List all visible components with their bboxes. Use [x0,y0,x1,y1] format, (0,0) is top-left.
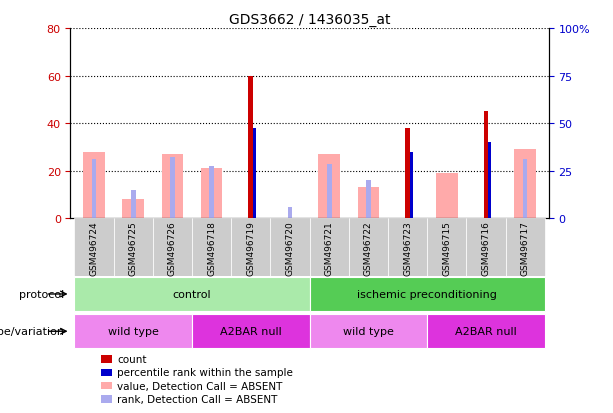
Bar [113,219,153,277]
Bar [287,207,292,219]
Text: GSM496715: GSM496715 [442,221,451,275]
Bar [231,219,270,277]
Text: GSM496718: GSM496718 [207,221,216,275]
Bar [310,278,545,311]
Text: GSM496724: GSM496724 [89,221,99,275]
Text: wild type: wild type [343,326,394,337]
Bar [170,157,175,219]
Text: genotype/variation: genotype/variation [0,326,64,337]
Text: GSM496726: GSM496726 [168,221,177,275]
Text: GSM496719: GSM496719 [246,221,255,275]
Text: GSM496723: GSM496723 [403,221,412,275]
Text: GSM496721: GSM496721 [325,221,333,275]
Bar [506,219,545,277]
Bar [162,155,183,219]
Text: rank, Detection Call = ABSENT: rank, Detection Call = ABSENT [117,394,278,404]
Text: ischemic preconditioning: ischemic preconditioning [357,289,497,299]
Text: percentile rank within the sample: percentile rank within the sample [117,368,293,377]
Bar [74,315,192,348]
Bar [427,315,545,348]
Text: count: count [117,354,147,364]
Bar [318,155,340,219]
Bar [410,152,413,219]
Bar [427,219,466,277]
Bar [153,219,192,277]
Bar [192,219,231,277]
Text: wild type: wild type [108,326,159,337]
Text: value, Detection Call = ABSENT: value, Detection Call = ABSENT [117,381,283,391]
Bar [523,159,527,219]
Bar [270,219,310,277]
Bar [83,152,105,219]
Text: protocol: protocol [19,289,64,299]
Text: GSM496725: GSM496725 [129,221,138,275]
Bar [366,181,371,219]
Text: control: control [173,289,211,299]
Text: GSM496720: GSM496720 [286,221,294,275]
Bar [74,278,310,311]
Text: A2BAR null: A2BAR null [455,326,517,337]
Bar [192,315,310,348]
Bar [131,190,135,219]
Text: A2BAR null: A2BAR null [220,326,281,337]
Bar [388,219,427,277]
Bar [405,129,410,219]
Bar [327,164,332,219]
Bar [123,200,144,219]
Bar [357,188,379,219]
Bar [248,76,253,219]
Bar [310,315,427,348]
Bar [349,219,388,277]
Bar [484,112,489,219]
Text: GSM496722: GSM496722 [364,221,373,275]
Bar [514,150,536,219]
Bar [74,219,113,277]
Bar [253,129,256,219]
Bar [92,159,96,219]
Bar [466,219,506,277]
Bar [489,143,491,219]
Bar [310,219,349,277]
Bar [436,174,457,219]
Text: GSM496717: GSM496717 [520,221,530,275]
Title: GDS3662 / 1436035_at: GDS3662 / 1436035_at [229,12,390,26]
Bar [209,166,214,219]
Text: GSM496716: GSM496716 [481,221,490,275]
Bar [201,169,223,219]
